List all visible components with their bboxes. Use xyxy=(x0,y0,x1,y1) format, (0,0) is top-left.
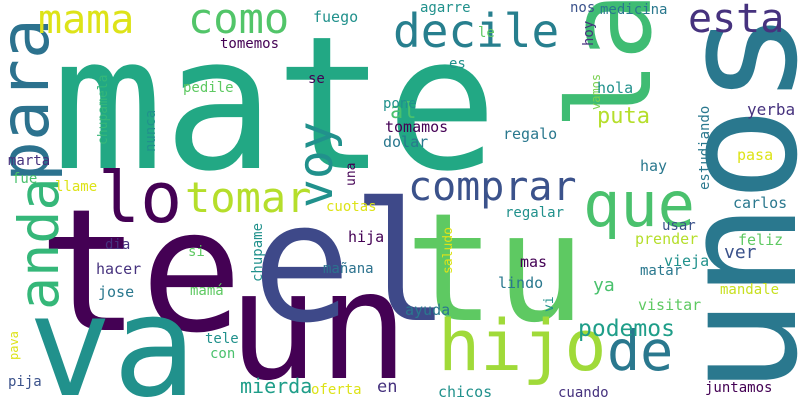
word: tele xyxy=(205,331,239,347)
word: se xyxy=(308,71,325,87)
word: si xyxy=(188,244,205,260)
word: chupamela xyxy=(96,75,111,145)
word: vi xyxy=(542,296,557,312)
word: de xyxy=(607,319,673,383)
word: pasa xyxy=(737,146,773,164)
word: es xyxy=(449,56,466,72)
word: nunca xyxy=(143,110,159,152)
word: unos xyxy=(646,10,800,395)
word: mama xyxy=(38,0,134,43)
word: le xyxy=(478,25,495,41)
word: ver xyxy=(724,242,757,263)
word: puta xyxy=(597,104,650,129)
word: medicina xyxy=(600,2,667,18)
word: mierda xyxy=(240,374,312,398)
word: hijo xyxy=(438,305,607,387)
word: visitar xyxy=(638,296,701,314)
word: ayuda xyxy=(405,301,450,319)
word: decile xyxy=(393,4,559,58)
word: el xyxy=(252,167,451,359)
word: pava xyxy=(7,331,21,360)
word: mañana xyxy=(323,261,374,277)
word: con xyxy=(210,346,235,362)
word: jose xyxy=(98,283,134,301)
word: fuego xyxy=(313,8,358,26)
word: fue xyxy=(12,171,37,187)
word: voy xyxy=(288,121,344,208)
word: nos xyxy=(570,0,595,16)
word: juntamos xyxy=(705,380,772,396)
word: feliz xyxy=(738,231,783,249)
word: comprar xyxy=(408,164,577,210)
word: como xyxy=(188,0,289,43)
word: mas xyxy=(520,253,547,271)
word: pone xyxy=(383,96,417,112)
word: hija xyxy=(348,228,384,246)
word: marta xyxy=(8,153,50,169)
word: la xyxy=(544,0,678,130)
word: que xyxy=(583,168,695,241)
word: podemos xyxy=(578,316,675,342)
word: esta xyxy=(688,0,784,42)
word: chupame xyxy=(250,223,266,282)
word: regalar xyxy=(505,205,564,221)
word: una xyxy=(344,163,359,186)
word: hay xyxy=(640,157,667,175)
word: cuotas xyxy=(326,199,377,215)
word: hola xyxy=(597,79,633,97)
word: dia xyxy=(105,237,130,253)
word: anda xyxy=(7,178,71,310)
word: llame xyxy=(55,179,97,195)
word: al xyxy=(390,99,417,124)
word: oferta xyxy=(311,382,362,398)
word: ya xyxy=(593,275,615,296)
word: agarre xyxy=(420,0,471,16)
word: para xyxy=(0,18,65,182)
word: tomemos xyxy=(220,36,279,52)
word: lindo xyxy=(498,274,543,292)
word: hacer xyxy=(96,260,141,278)
word: hoy xyxy=(581,21,597,46)
word: un xyxy=(228,240,409,400)
word: lo xyxy=(98,157,182,239)
word: vamos xyxy=(589,74,603,110)
word: carlos xyxy=(733,194,787,212)
word: pedile xyxy=(183,80,234,96)
word: mandale xyxy=(720,282,779,298)
word: tomamos xyxy=(385,118,448,136)
word: pija xyxy=(8,374,42,390)
word: te xyxy=(38,173,243,371)
word: vieja xyxy=(664,252,709,270)
word: regalo xyxy=(503,125,557,143)
word: cuando xyxy=(558,385,609,400)
word: chicos xyxy=(438,383,492,400)
word: saludo xyxy=(441,227,456,274)
word: tu xyxy=(405,182,586,356)
word: estudiando xyxy=(697,106,713,190)
word: mamá xyxy=(190,283,224,299)
word: tomar xyxy=(185,173,311,222)
word: usar xyxy=(662,218,696,234)
word: prender xyxy=(635,230,698,248)
word: matar xyxy=(640,263,682,279)
word: en xyxy=(377,377,397,397)
word: va xyxy=(28,266,197,400)
word: dolar xyxy=(383,133,428,151)
word: yerba xyxy=(747,100,795,119)
word: mate xyxy=(52,0,498,212)
